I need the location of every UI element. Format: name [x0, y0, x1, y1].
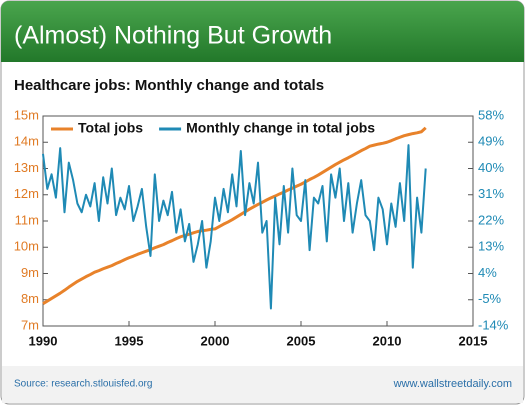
series-line	[42, 126, 427, 305]
site: www.wallstreetdaily.com	[393, 378, 512, 390]
y-tick-label: 14m	[14, 134, 39, 149]
y-tick-label: 10m	[14, 239, 39, 254]
y-tick-label: 13m	[14, 160, 39, 175]
chart-title: Healthcare jobs: Monthly change and tota…	[14, 77, 324, 94]
y-tick-label: 7m	[21, 317, 39, 332]
x-tick-label: 1990	[29, 333, 58, 348]
y-tick-label: 11m	[15, 212, 39, 227]
footer-bar	[2, 366, 523, 403]
y-tick-label: 9m	[21, 265, 39, 280]
y2-tick-label: -5%	[478, 291, 502, 306]
series-line	[42, 144, 427, 310]
y-tick-label: 15m	[14, 107, 39, 122]
x-tick-label: 2000	[201, 333, 230, 348]
y2-tick-label: 4%	[478, 265, 497, 280]
source: Source: research.stlouisfed.org	[14, 379, 152, 390]
y2-tick-label: 13%	[478, 239, 504, 254]
x-tick-label: 1995	[115, 333, 144, 348]
y2-tick-label: 22%	[478, 212, 504, 227]
y2-tick-label: -14%	[478, 317, 509, 332]
header-title: (Almost) Nothing But Growth	[14, 22, 332, 50]
y-tick-label: 8m	[21, 291, 39, 306]
legend-label: Total jobs	[78, 120, 143, 136]
legend-label: Monthly change in total jobs	[186, 120, 375, 136]
header-bar	[1, 1, 524, 62]
x-tick-label: 2010	[373, 333, 402, 348]
y2-tick-label: 58%	[478, 107, 504, 122]
x-tick-label: 2015	[459, 333, 488, 348]
y2-tick-label: 40%	[478, 160, 504, 175]
y-tick-label: 12m	[14, 186, 39, 201]
x-tick-label: 2005	[287, 333, 316, 348]
y2-tick-label: 31%	[478, 186, 504, 201]
y2-tick-label: 49%	[478, 134, 504, 149]
